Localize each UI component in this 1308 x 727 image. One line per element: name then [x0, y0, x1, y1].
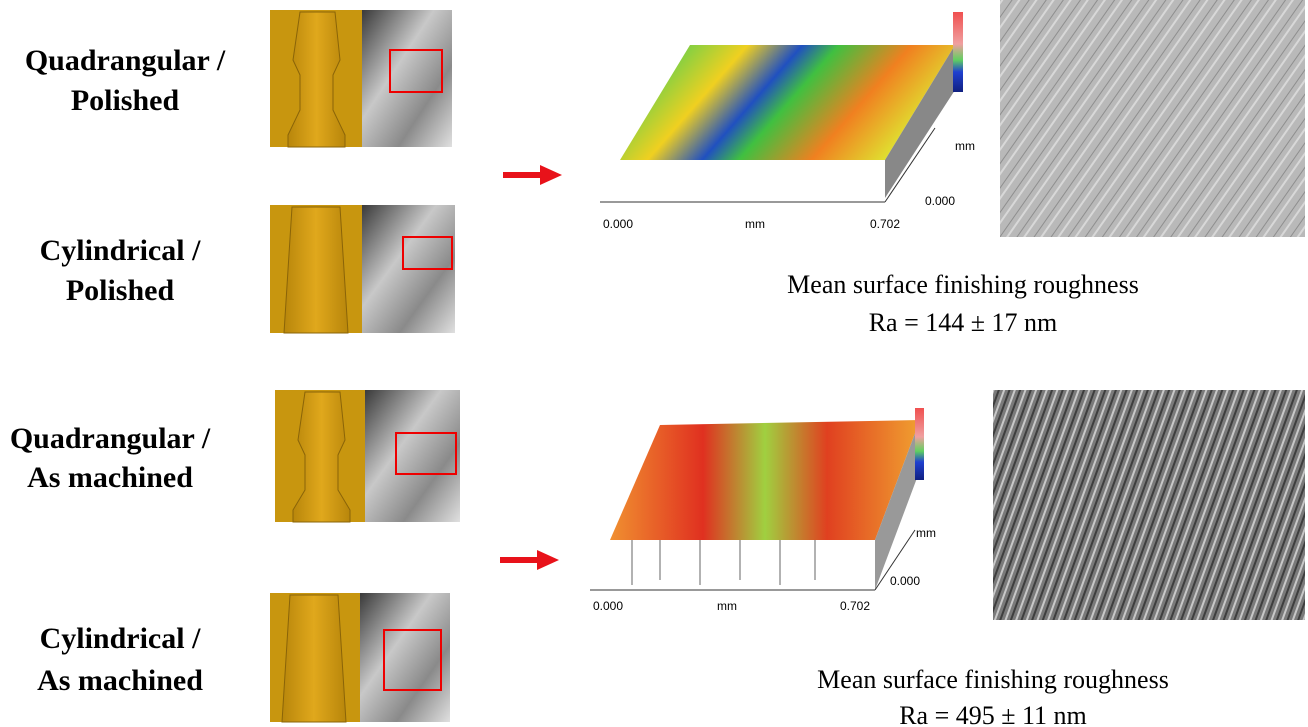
- abutment-2: [270, 205, 455, 333]
- abutment-1: [270, 10, 452, 147]
- x-axis-unit: mm: [717, 599, 737, 613]
- caption: Ra = 144 ± 17 nm: [869, 308, 1058, 337]
- y-tick-label: 0.000: [890, 574, 920, 588]
- x-axis-unit: mm: [745, 217, 765, 231]
- profile-plot-1: 0.000 mm 0.702 mm 0.000: [600, 12, 975, 231]
- row-label: Polished: [66, 274, 175, 307]
- row-label: Quadrangular /: [10, 422, 211, 455]
- micrograph-1: [1000, 0, 1305, 237]
- x-tick-label: 0.000: [593, 599, 623, 613]
- arrow: [500, 550, 559, 570]
- x-tick-label: 0.000: [603, 217, 633, 231]
- caption: Mean surface finishing roughness: [787, 270, 1139, 299]
- micrograph-2: [993, 390, 1305, 620]
- row-label: As machined: [27, 461, 193, 494]
- row-label: Cylindrical /: [40, 234, 202, 267]
- row-labels: Quadrangular / Polished Cylindrical / Po…: [10, 44, 226, 697]
- caption: Mean surface finishing roughness: [817, 665, 1169, 694]
- profile-plot-2: 0.000 mm 0.702 mm 0.000: [590, 408, 936, 613]
- abutment-3: [275, 390, 460, 522]
- row-label: As machined: [37, 664, 203, 697]
- y-tick-label: 0.000: [925, 194, 955, 208]
- x-tick-label: 0.702: [870, 217, 900, 231]
- figure: Quadrangular / Polished Cylindrical / Po…: [0, 0, 1308, 727]
- caption: Ra = 495 ± 11 nm: [899, 701, 1087, 727]
- row-label: Quadrangular /: [25, 44, 226, 77]
- abutment-4: [270, 593, 450, 722]
- x-tick-label: 0.702: [840, 599, 870, 613]
- row-label: Polished: [71, 84, 180, 117]
- y-axis-unit: mm: [916, 526, 936, 540]
- row-label: Cylindrical /: [40, 622, 202, 655]
- arrow: [503, 165, 562, 185]
- y-axis-unit: mm: [955, 139, 975, 153]
